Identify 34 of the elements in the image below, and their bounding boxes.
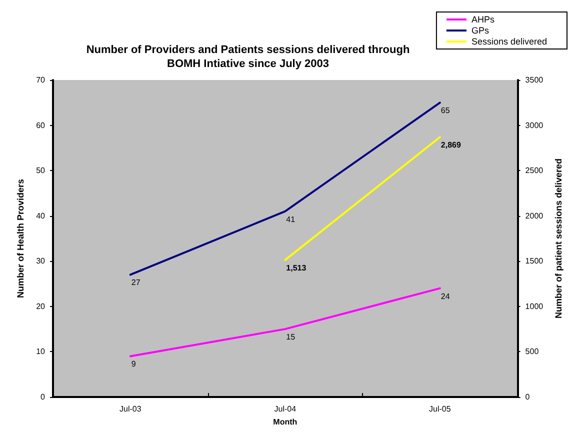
- chart-title: Number of Providers and Patients sessions delivered through BOMH Intiative since July 2003: [86, 44, 410, 70]
- y2-tick-label: 1500: [525, 256, 544, 266]
- y-tick-label: 20: [36, 302, 46, 311]
- x-tick-label: Jul-03: [119, 404, 142, 414]
- legend-label: AHPs: [471, 14, 495, 24]
- y-tick-label: 30: [36, 256, 46, 266]
- x-axis-title: Month: [273, 417, 298, 426]
- data-label: 1,513: [286, 263, 307, 272]
- y2-axis-title: Number of patient sessions delivered: [554, 158, 564, 319]
- data-label: 41: [286, 214, 296, 224]
- y-tick-label: 0: [40, 392, 46, 402]
- legend-label: Sessions delivered: [471, 36, 548, 46]
- y2-tick-label: 0: [525, 392, 530, 402]
- data-label: 65: [440, 106, 450, 116]
- legend-label: GPs: [471, 26, 490, 36]
- y-tick-label: 60: [36, 120, 46, 130]
- y-tick-label: 70: [36, 76, 46, 84]
- y2-tick-label: 2000: [525, 211, 544, 220]
- y-tick-label: 50: [36, 166, 46, 176]
- data-label: 24: [440, 292, 450, 301]
- y2-tick-label: 3000: [525, 120, 544, 130]
- y2-tick-label: 500: [525, 347, 540, 356]
- data-label: 2,869: [440, 140, 462, 150]
- y-tick-label: 10: [36, 347, 46, 356]
- data-label: 15: [286, 332, 296, 342]
- y-axis-title: Number of Health Providers: [16, 178, 26, 298]
- y2-tick-label: 1000: [525, 302, 544, 311]
- data-label: 27: [131, 278, 141, 288]
- y-tick-label: 40: [36, 211, 46, 220]
- x-tick-label: Jul-05: [429, 404, 452, 414]
- data-label: 9: [131, 360, 136, 369]
- y2-tick-label: 3500: [525, 76, 544, 84]
- x-tick-label: Jul-04: [274, 404, 297, 414]
- y2-tick-label: 2500: [525, 166, 544, 176]
